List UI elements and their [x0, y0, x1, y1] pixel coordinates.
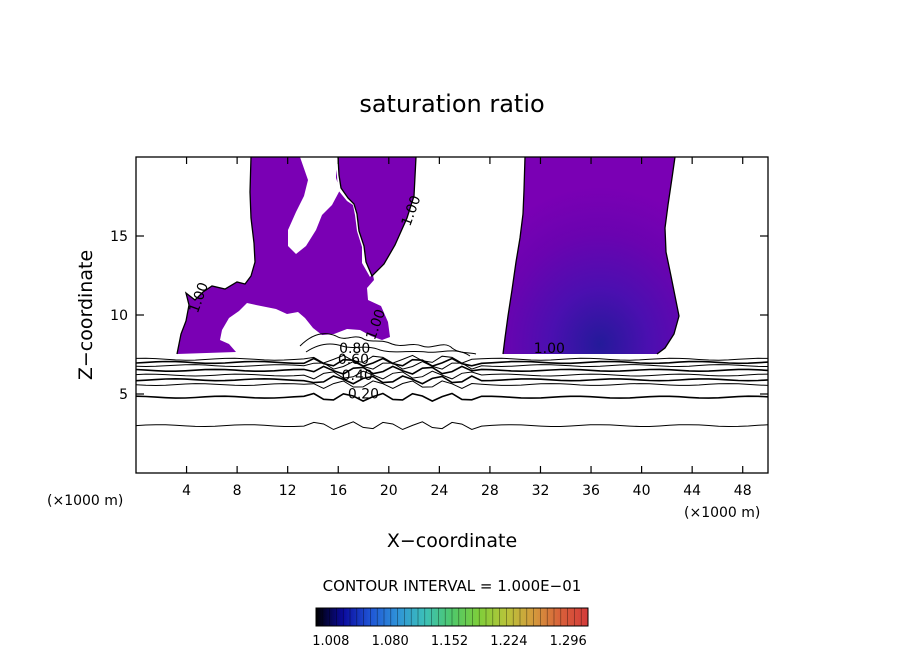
x-unit-label-left: (×1000 m) — [47, 493, 123, 509]
contour-lines — [136, 354, 768, 431]
contour-level-line — [136, 357, 768, 367]
contour-turbulent-center — [299, 333, 477, 355]
x-tick-label: 12 — [279, 483, 297, 499]
contour-level-line — [136, 361, 768, 370]
contour-level-line — [136, 375, 768, 385]
colorbar-tick-label: 1.080 — [372, 634, 409, 649]
contour-level-line — [136, 421, 768, 431]
x-axis-ticks: 4 8 12 16 20 24 28 32 36 40 44 48 — [182, 157, 752, 499]
contour-level-line — [136, 354, 768, 364]
x-tick-label: 40 — [633, 483, 651, 499]
supersat-region-left-upper — [338, 157, 416, 276]
y-tick-label: 15 — [110, 229, 128, 245]
contour-1.00-left — [176, 157, 256, 355]
colorbar-tick-label: 1.224 — [490, 634, 527, 649]
x-tick-label: 32 — [532, 483, 550, 499]
plot-area — [136, 157, 768, 431]
x-tick-label: 28 — [481, 483, 499, 499]
contour-1.00-middle — [337, 157, 417, 278]
colorbar-tick-label: 1.008 — [312, 634, 349, 649]
colorbar-tick-label: 1.152 — [431, 634, 468, 649]
y-tick-label: 5 — [119, 387, 128, 403]
contour-level-line — [136, 370, 768, 380]
supersat-region-right — [503, 157, 679, 354]
y-axis-ticks: 5 10 15 — [110, 229, 768, 403]
x-tick-label: 8 — [233, 483, 242, 499]
x-tick-label: 16 — [329, 483, 347, 499]
x-tick-label: 48 — [734, 483, 752, 499]
x-tick-label: 4 — [182, 483, 191, 499]
contour-level-line — [136, 380, 768, 390]
contour-level-line — [136, 392, 768, 402]
x-axis-label: X−coordinate — [387, 530, 517, 552]
contour-label: 0.20 — [348, 387, 379, 403]
x-tick-label: 24 — [430, 483, 448, 499]
contour-1.00-right — [502, 157, 680, 355]
contour-label: 1.00 — [534, 341, 565, 357]
contour-interval-text: CONTOUR INTERVAL = 1.000E−01 — [323, 577, 582, 595]
colorbar-labels: 1.008 1.080 1.152 1.224 1.296 — [312, 634, 587, 649]
colorbar-stripes — [322, 608, 582, 626]
colorbar-tick-label: 1.296 — [550, 634, 587, 649]
x-tick-label: 36 — [582, 483, 600, 499]
x-tick-label: 20 — [380, 483, 398, 499]
contour-label: 0.40 — [342, 368, 373, 384]
x-tick-label: 44 — [683, 483, 701, 499]
contour-label: 0.60 — [338, 352, 369, 368]
contour-turbulent-center-2 — [305, 343, 471, 357]
clear-gap-left-2 — [311, 178, 334, 204]
contour-label: 0.80 — [339, 341, 370, 357]
supersat-region-left — [177, 157, 416, 354]
contour-level-line — [136, 365, 768, 375]
x-unit-label-right: (×1000 m) — [684, 505, 760, 521]
y-tick-label: 10 — [110, 308, 128, 324]
y-axis-label: Z−coordinate — [75, 250, 97, 380]
chart-title: saturation ratio — [359, 90, 544, 118]
